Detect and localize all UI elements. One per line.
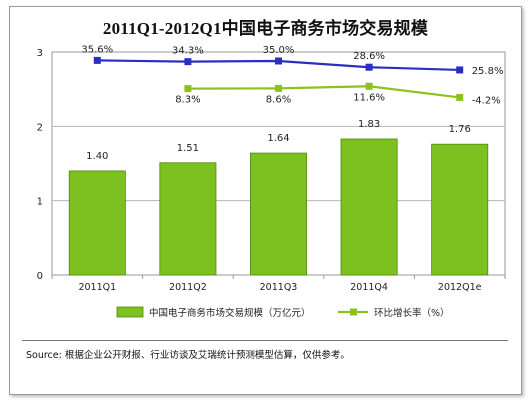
bar xyxy=(431,143,489,276)
legend-marker-qoq xyxy=(350,308,357,316)
qoq-value-label: 8.6% xyxy=(266,94,291,105)
y-tick-label: 1 xyxy=(37,197,43,208)
yoy-marker xyxy=(93,56,101,64)
qoq-marker xyxy=(275,84,282,92)
yoy-value-label: 25.8% xyxy=(472,66,504,77)
yoy-marker xyxy=(365,63,373,71)
x-tick-label: 2011Q1 xyxy=(78,282,116,293)
bar xyxy=(340,138,398,276)
yoy-marker xyxy=(456,66,464,74)
qoq-value-label: 11.6% xyxy=(353,92,385,103)
legend-label-qoq: 环比增长率（%） xyxy=(374,307,450,319)
bar xyxy=(159,162,217,276)
x-tick-label: 2011Q4 xyxy=(350,282,388,293)
bar-value-label: 1.83 xyxy=(358,119,380,130)
qoq-marker xyxy=(456,93,464,101)
qoq-marker xyxy=(184,85,192,93)
qoq-line xyxy=(187,85,460,99)
bar-value-label: 1.51 xyxy=(177,143,199,154)
bar-value-label: 1.76 xyxy=(449,124,471,135)
y-tick-label: 3 xyxy=(37,48,43,59)
legend-label-bar: 中国电子商务市场交易规模（万亿元） xyxy=(149,307,311,319)
yoy-marker xyxy=(184,58,192,66)
chart-title: 2011Q1-2012Q1中国电子商务市场交易规模 xyxy=(102,19,429,38)
yoy-value-label: 28.6% xyxy=(353,51,385,62)
yoy-marker xyxy=(275,57,282,65)
yoy-value-label: 35.0% xyxy=(263,45,295,56)
qoq-value-label: 8.3% xyxy=(175,95,200,106)
x-tick-label: 2011Q2 xyxy=(169,282,207,293)
y-tick-label: 2 xyxy=(37,122,43,133)
yoy-value-label: 34.3% xyxy=(172,46,204,57)
yoy-value-label: 35.6% xyxy=(81,44,113,55)
bar xyxy=(250,152,307,276)
bar-value-label: 1.64 xyxy=(267,133,289,144)
legend-swatch-bar xyxy=(116,306,144,318)
x-tick-label: 2011Q3 xyxy=(260,282,298,293)
bar xyxy=(68,170,126,276)
source-divider xyxy=(22,340,508,341)
source-note: Source: 根据企业公开财报、行业访谈及艾瑞统计预测模型估算，仅供参考。 xyxy=(26,350,350,361)
bar-value-label: 1.40 xyxy=(86,151,108,162)
qoq-marker xyxy=(365,82,373,90)
y-tick-label: 0 xyxy=(37,271,43,282)
qoq-value-label: -4.2% xyxy=(472,95,501,106)
x-tick-label: 2012Q1e xyxy=(438,282,482,293)
